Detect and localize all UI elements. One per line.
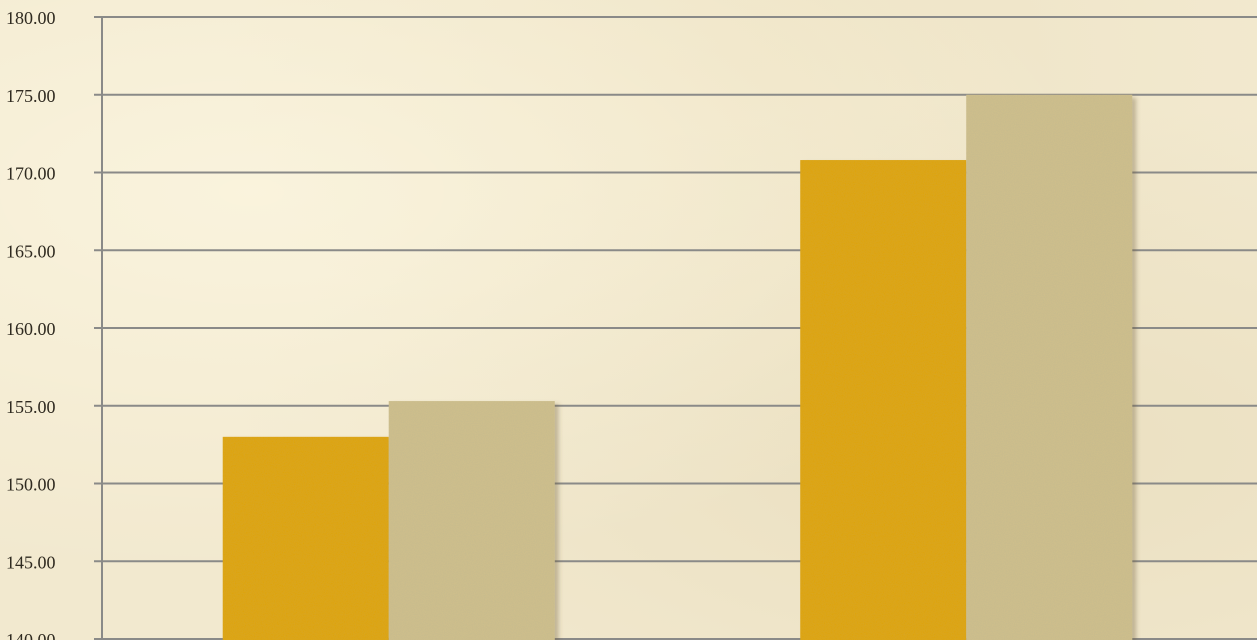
bar-group <box>800 160 967 640</box>
bar-series1-cat1 <box>222 436 389 640</box>
bar-series1-cat2 <box>800 160 967 640</box>
y-tick-label: 165.00 <box>6 241 56 261</box>
y-tick-label: 140.00 <box>6 630 56 640</box>
bar-group <box>222 436 389 640</box>
bar-series2-cat1 <box>388 401 555 640</box>
bars <box>222 94 1133 640</box>
y-tick-label: 175.00 <box>6 86 56 106</box>
y-tick-label: 170.00 <box>6 164 56 184</box>
y-tick-label: 145.00 <box>6 552 56 572</box>
y-tick-label: 155.00 <box>6 397 56 417</box>
y-tick-label: 160.00 <box>6 319 56 339</box>
bar-group <box>966 94 1133 640</box>
y-axis: 140.00 145.00 150.00 155.00 160.00 165.00 170.… <box>6 8 103 640</box>
bar-series2-cat2 <box>966 94 1133 640</box>
bar-group <box>388 401 555 640</box>
y-tick-label: 180.00 <box>6 8 56 28</box>
y-tick-label: 150.00 <box>6 475 56 495</box>
